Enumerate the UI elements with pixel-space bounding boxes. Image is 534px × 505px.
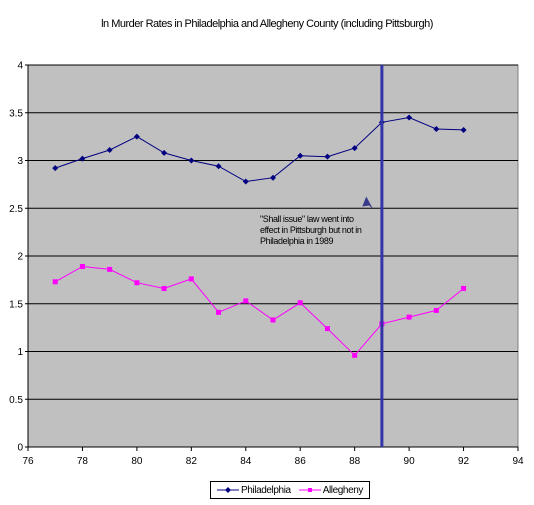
data-point-allegheny bbox=[79, 264, 85, 270]
data-point-allegheny bbox=[216, 309, 222, 315]
data-point-allegheny bbox=[324, 326, 330, 332]
x-tick-labels: 76 78 80 82 84 86 88 90 92 94 bbox=[22, 456, 524, 467]
data-point-allegheny bbox=[161, 285, 167, 291]
legend-label-allegheny: Allegheny bbox=[322, 484, 364, 496]
legend-label-philadelphia: Philadelphia bbox=[241, 484, 291, 496]
annotation-group: "Shall issue" law went into effect in Pi… bbox=[260, 214, 362, 246]
y-tick-label: 1.5 bbox=[9, 299, 23, 310]
annotation-line-2: effect in Pittsburgh but not in bbox=[260, 225, 362, 235]
legend-swatch-allegheny bbox=[298, 488, 321, 492]
series-group bbox=[52, 114, 467, 358]
x-tick-label: 84 bbox=[240, 456, 252, 467]
y-tick-label: 2.5 bbox=[9, 204, 23, 215]
x-tick-label: 90 bbox=[404, 456, 416, 467]
x-tick-label: 82 bbox=[186, 456, 198, 467]
data-point-allegheny bbox=[243, 298, 249, 304]
x-tick-label: 88 bbox=[349, 456, 361, 467]
series-line-philadelphia bbox=[55, 116, 464, 183]
axes bbox=[25, 64, 519, 451]
y-tick-label: 2 bbox=[17, 252, 23, 263]
x-tick-label: 86 bbox=[295, 456, 307, 467]
reference-group bbox=[362, 65, 384, 447]
x-tick-label: 94 bbox=[512, 456, 524, 467]
data-point-philadelphia bbox=[106, 146, 113, 153]
legend-item-allegheny: Allegheny bbox=[298, 484, 364, 496]
data-point-philadelphia bbox=[351, 145, 358, 152]
data-point-philadelphia bbox=[406, 114, 413, 121]
data-point-allegheny bbox=[433, 307, 439, 313]
data-point-philadelphia bbox=[188, 157, 195, 164]
data-point-philadelphia bbox=[242, 178, 249, 185]
chart-title: ln Murder Rates in Philadelphia and Alle… bbox=[101, 18, 433, 30]
x-tick-label: 78 bbox=[77, 456, 89, 467]
data-point-philadelphia bbox=[460, 126, 467, 133]
x-tick-label: 76 bbox=[22, 456, 34, 467]
annotation-line-1: "Shall issue" law went into bbox=[260, 214, 354, 224]
y-tick-labels: 0 0.5 1 1.5 2 2.5 3 3.5 4 bbox=[9, 61, 23, 454]
y-tick-label: 0.5 bbox=[9, 395, 23, 406]
legend: Philadelphia Allegheny bbox=[210, 481, 371, 499]
data-point-philadelphia bbox=[52, 165, 59, 172]
series-line-allegheny bbox=[54, 265, 464, 357]
grid-lines bbox=[28, 64, 518, 400]
y-tick-label: 3.5 bbox=[9, 108, 23, 119]
data-point-philadelphia bbox=[133, 133, 140, 140]
annotation-line-3: Philadelphia in 1989 bbox=[260, 236, 333, 246]
data-point-philadelphia bbox=[324, 153, 331, 160]
y-tick-label: 4 bbox=[17, 61, 23, 72]
data-point-allegheny bbox=[270, 317, 276, 323]
data-point-allegheny bbox=[107, 266, 113, 272]
y-tick-label: 1 bbox=[17, 347, 23, 358]
legend-item-philadelphia: Philadelphia bbox=[217, 485, 291, 496]
x-tick-label: 92 bbox=[458, 456, 470, 467]
data-point-philadelphia bbox=[270, 174, 276, 181]
data-point-allegheny bbox=[461, 285, 467, 291]
data-point-allegheny bbox=[297, 300, 303, 306]
data-point-allegheny bbox=[134, 280, 140, 286]
data-point-philadelphia bbox=[79, 155, 86, 162]
data-point-allegheny bbox=[406, 314, 412, 320]
x-tick-label: 80 bbox=[131, 456, 143, 467]
y-tick-label: 0 bbox=[17, 443, 23, 454]
data-point-philadelphia bbox=[297, 152, 304, 159]
y-tick-label: 3 bbox=[17, 156, 23, 167]
data-point-philadelphia bbox=[433, 125, 440, 132]
legend-swatch-philadelphia bbox=[217, 487, 239, 493]
data-point-allegheny bbox=[52, 279, 58, 285]
data-point-allegheny bbox=[188, 276, 194, 282]
data-point-allegheny bbox=[352, 352, 358, 358]
data-point-philadelphia bbox=[215, 163, 222, 170]
data-point-philadelphia bbox=[161, 149, 168, 156]
annotation-arrow bbox=[362, 196, 374, 210]
